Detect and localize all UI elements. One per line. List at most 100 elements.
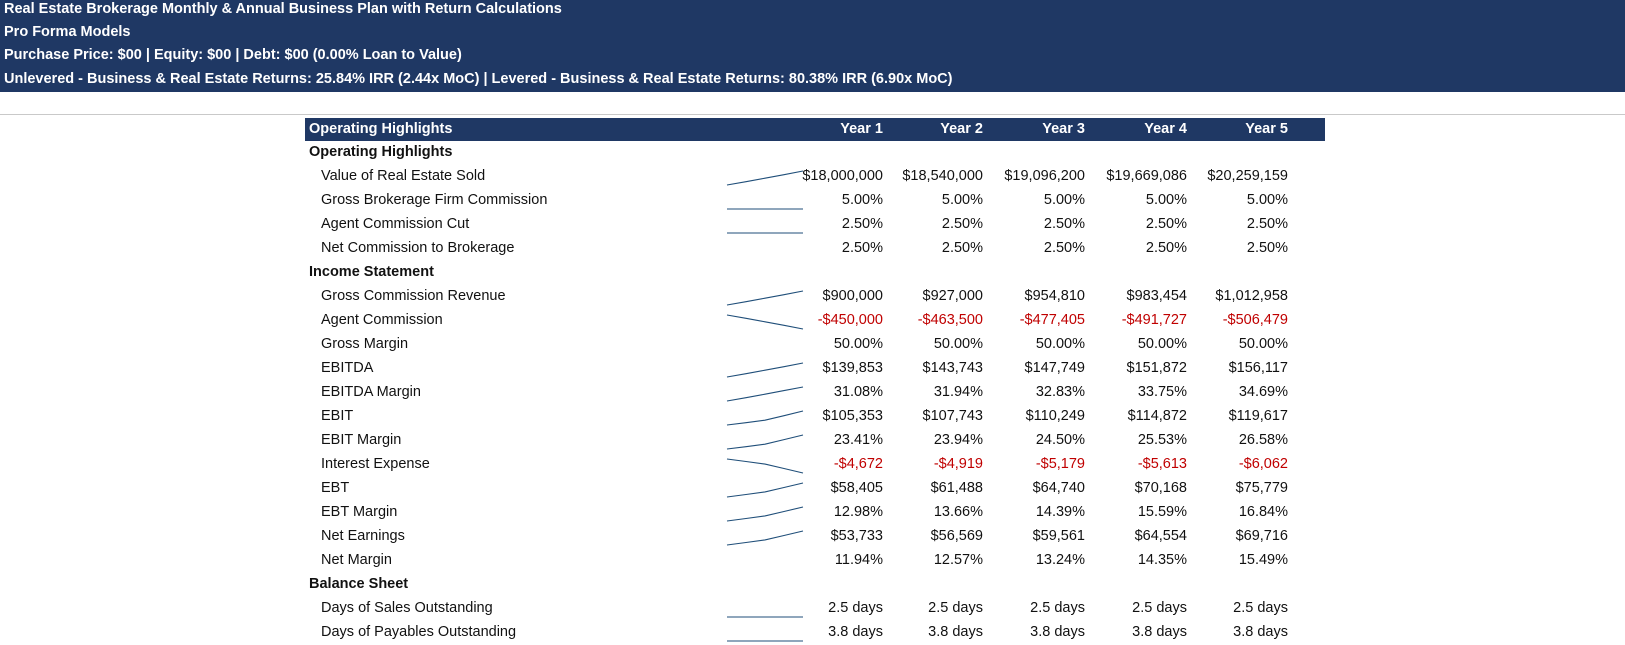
sparkline bbox=[726, 314, 804, 330]
value-year-3: $110,249 bbox=[1025, 408, 1085, 424]
table-row: Agent Commission -$450,000 -$463,500 -$477,… bbox=[305, 309, 1325, 333]
value-year-1: 2.50% bbox=[841, 240, 883, 256]
value-year-4: 14.35% bbox=[1137, 552, 1187, 568]
sparkline bbox=[726, 482, 804, 498]
header-year-1: Year 1 bbox=[840, 121, 883, 137]
value-year-2: 5.00% bbox=[941, 192, 983, 208]
table-row: Net Earnings $53,733 $56,569 $59,561 $64,554… bbox=[305, 525, 1325, 549]
sparkline-trend bbox=[726, 458, 804, 474]
value-year-5: $156,117 bbox=[1228, 360, 1288, 376]
value-year-5: $20,259,159 bbox=[1207, 168, 1288, 184]
value-year-1: $18,000,000 bbox=[802, 168, 883, 184]
value-year-3: 5.00% bbox=[1043, 192, 1085, 208]
value-year-3: 24.50% bbox=[1035, 432, 1085, 448]
value-year-2: -$4,919 bbox=[933, 456, 983, 472]
value-year-5: 34.69% bbox=[1238, 384, 1288, 400]
section-heading: Operating Highlights bbox=[305, 141, 1325, 165]
sparkline bbox=[726, 458, 804, 474]
value-year-4: 2.50% bbox=[1145, 240, 1187, 256]
table-row: EBITDA $139,853 $143,743 $147,749 $151,872 $1… bbox=[305, 357, 1325, 381]
value-year-4: $64,554 bbox=[1134, 528, 1187, 544]
value-year-5: 5.00% bbox=[1246, 192, 1288, 208]
value-year-3: 3.8 days bbox=[1030, 624, 1085, 640]
value-year-1: 31.08% bbox=[833, 384, 883, 400]
value-year-5: -$6,062 bbox=[1238, 456, 1288, 472]
value-year-5: 26.58% bbox=[1238, 432, 1288, 448]
row-label: Agent Commission Cut bbox=[321, 216, 470, 232]
sparkline-trend bbox=[726, 410, 804, 426]
value-year-5: 2.50% bbox=[1246, 216, 1288, 232]
value-year-5: $1,012,958 bbox=[1215, 288, 1288, 304]
header-year-5: Year 5 bbox=[1245, 121, 1288, 137]
section-heading: Income Statement bbox=[305, 261, 1325, 285]
table-row: EBT Margin 12.98% 13.66% 14.39% 15.59% 16.84% bbox=[305, 501, 1325, 525]
value-year-3: $147,749 bbox=[1024, 360, 1085, 376]
value-year-2: $927,000 bbox=[922, 288, 983, 304]
row-label: Days of Sales Outstanding bbox=[321, 600, 493, 616]
value-year-3: 2.5 days bbox=[1030, 600, 1085, 616]
divider bbox=[0, 114, 1625, 115]
returns-summary: Unlevered - Business & Real Estate Retur… bbox=[4, 71, 953, 87]
value-year-4: $983,454 bbox=[1126, 288, 1187, 304]
value-year-3: -$477,405 bbox=[1019, 312, 1085, 328]
value-year-2: 50.00% bbox=[933, 336, 983, 352]
sparkline-trend bbox=[726, 170, 804, 186]
value-year-5: -$506,479 bbox=[1222, 312, 1288, 328]
row-label: EBT bbox=[321, 480, 350, 496]
sparkline-trend bbox=[726, 362, 804, 378]
value-year-3: 2.50% bbox=[1043, 240, 1085, 256]
value-year-1: 12.98% bbox=[833, 504, 883, 520]
value-year-4: $151,872 bbox=[1126, 360, 1187, 376]
sparkline bbox=[726, 434, 804, 450]
value-year-1: 50.00% bbox=[833, 336, 883, 352]
value-year-1: -$4,672 bbox=[833, 456, 883, 472]
value-year-1: 3.8 days bbox=[828, 624, 883, 640]
table-row: Net Margin 11.94% 12.57% 13.24% 14.35% 15.49% bbox=[305, 549, 1325, 573]
value-year-2: $61,488 bbox=[930, 480, 983, 496]
value-year-1: $900,000 bbox=[822, 288, 883, 304]
row-label: EBITDA bbox=[321, 360, 374, 376]
value-year-2: $56,569 bbox=[930, 528, 983, 544]
value-year-3: -$5,179 bbox=[1035, 456, 1085, 472]
sparkline bbox=[726, 290, 804, 306]
capital-summary: Purchase Price: $00 | Equity: $00 | Debt… bbox=[4, 47, 462, 63]
header-year-2: Year 2 bbox=[940, 121, 983, 137]
value-year-2: 2.50% bbox=[941, 216, 983, 232]
row-label: Agent Commission bbox=[321, 312, 443, 328]
value-year-3: 2.50% bbox=[1043, 216, 1085, 232]
table-row: Net Commission to Brokerage 2.50% 2.50% 2.5… bbox=[305, 237, 1325, 261]
sparkline-trend bbox=[726, 290, 804, 306]
section-label: Income Statement bbox=[309, 264, 434, 280]
value-year-4: 2.5 days bbox=[1132, 600, 1187, 616]
value-year-1: 23.41% bbox=[833, 432, 883, 448]
value-year-5: 2.50% bbox=[1246, 240, 1288, 256]
value-year-3: $59,561 bbox=[1032, 528, 1085, 544]
row-label: Net Commission to Brokerage bbox=[321, 240, 515, 256]
value-year-1: $53,733 bbox=[830, 528, 883, 544]
row-label: EBIT Margin bbox=[321, 432, 402, 448]
value-year-5: $119,617 bbox=[1228, 408, 1288, 424]
sparkline bbox=[726, 410, 804, 426]
row-label: Net Margin bbox=[321, 552, 392, 568]
value-year-2: 31.94% bbox=[933, 384, 983, 400]
value-year-2: 23.94% bbox=[933, 432, 983, 448]
value-year-4: $19,669,086 bbox=[1106, 168, 1187, 184]
value-year-4: 15.59% bbox=[1137, 504, 1187, 520]
value-year-2: 12.57% bbox=[933, 552, 983, 568]
value-year-2: $143,743 bbox=[922, 360, 983, 376]
value-year-4: 50.00% bbox=[1137, 336, 1187, 352]
value-year-4: 25.53% bbox=[1137, 432, 1187, 448]
value-year-5: $75,779 bbox=[1235, 480, 1288, 496]
value-year-4: -$5,613 bbox=[1137, 456, 1187, 472]
sparkline-trend bbox=[726, 482, 804, 498]
sparkline-trend bbox=[726, 530, 804, 546]
sparkline bbox=[726, 170, 804, 186]
value-year-1: 5.00% bbox=[841, 192, 883, 208]
table-row: Agent Commission Cut 2.50% 2.50% 2.50% 2.50%… bbox=[305, 213, 1325, 237]
value-year-5: 50.00% bbox=[1238, 336, 1288, 352]
value-year-3: $954,810 bbox=[1024, 288, 1085, 304]
row-label: EBT Margin bbox=[321, 504, 398, 520]
value-year-1: $139,853 bbox=[822, 360, 883, 376]
header-year-4: Year 4 bbox=[1144, 121, 1187, 137]
row-label: Value of Real Estate Sold bbox=[321, 168, 486, 184]
